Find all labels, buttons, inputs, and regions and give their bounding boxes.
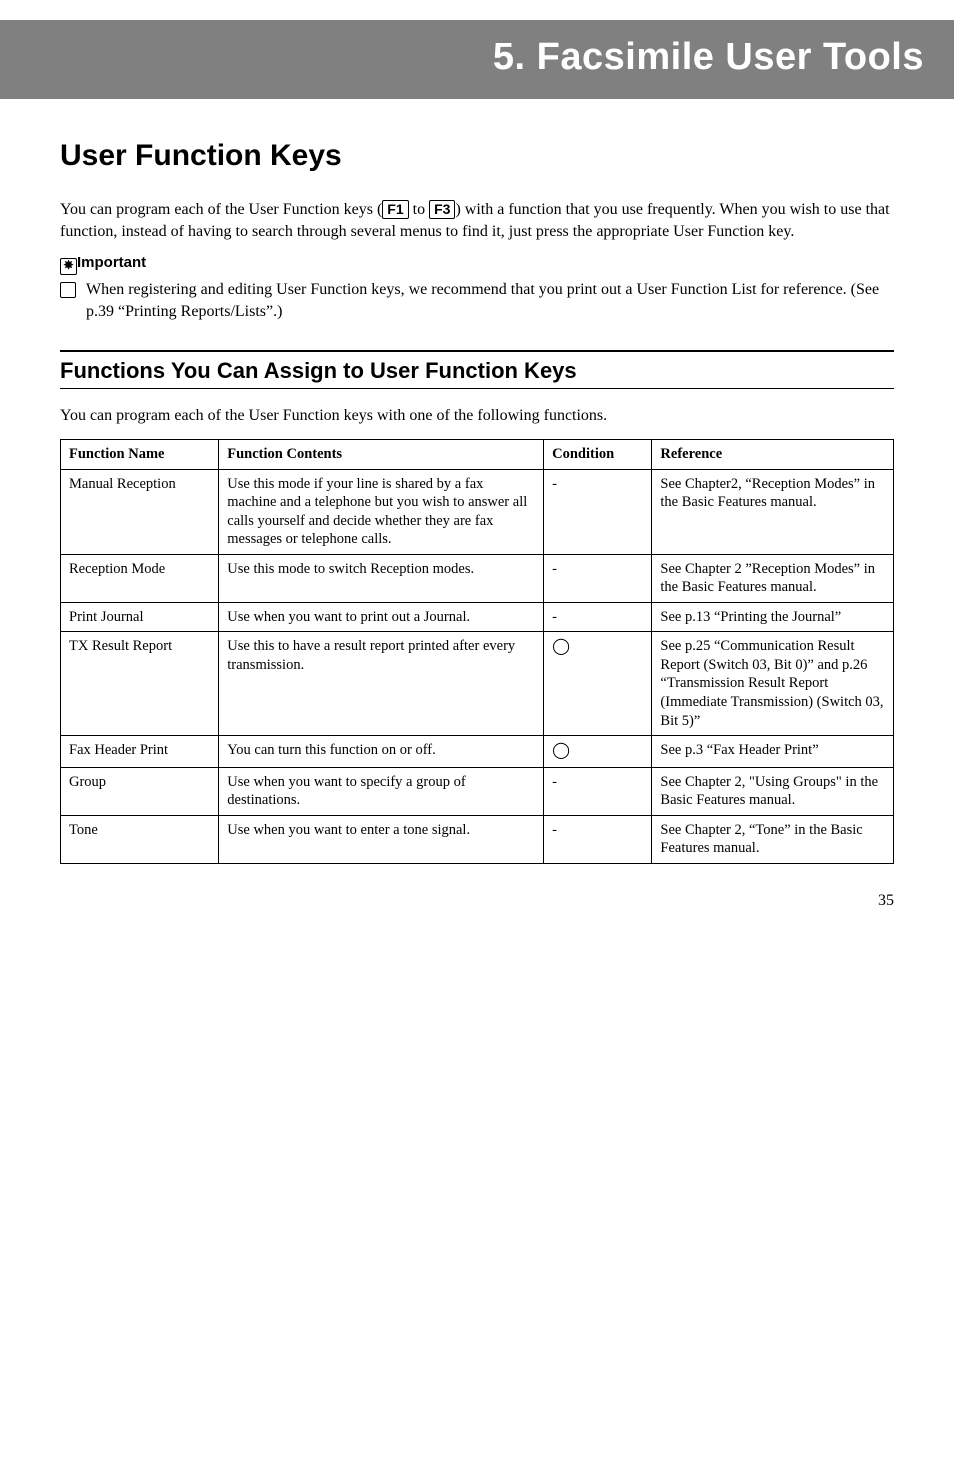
intro-text-1: You can program each of the User Functio… <box>60 201 382 218</box>
cell-reference: See Chapter 2, “Tone” in the Basic Featu… <box>652 815 894 863</box>
cell-reference: See Chapter 2 ”Reception Modes” in the B… <box>652 554 894 602</box>
important-icon: ✸ <box>60 258 77 275</box>
cell-reference: See p.25 “Communication Result Report (S… <box>652 632 894 736</box>
table-header-row: Function Name Function Contents Conditio… <box>61 439 894 469</box>
intro-text-mid: to <box>409 201 429 218</box>
cell-function-contents: Use this to have a result report printed… <box>219 632 544 736</box>
important-block: ✸Important When registering and editing … <box>60 254 894 322</box>
important-heading: ✸Important <box>60 254 894 275</box>
cell-reference: See p.3 “Fax Header Print” <box>652 736 894 767</box>
col-header-reference: Reference <box>652 439 894 469</box>
cell-function-contents: Use this mode if your line is shared by … <box>219 469 544 554</box>
cell-reference: See Chapter 2, "Using Groups" in the Bas… <box>652 767 894 815</box>
table-row: Manual ReceptionUse this mode if your li… <box>61 469 894 554</box>
col-header-contents: Function Contents <box>219 439 544 469</box>
cell-condition: - <box>544 602 652 632</box>
cell-condition: ◯ <box>544 632 652 736</box>
subsection-lead: You can program each of the User Functio… <box>60 405 894 427</box>
cell-function-name: Fax Header Print <box>61 736 219 767</box>
cell-function-name: Print Journal <box>61 602 219 632</box>
key-f1: F1 <box>382 200 408 219</box>
subsection-rule-top <box>60 350 894 352</box>
subsection-rule-bottom <box>60 388 894 389</box>
cell-function-contents: Use when you want to specify a group of … <box>219 767 544 815</box>
cell-condition: - <box>544 554 652 602</box>
cell-function-contents: Use when you want to enter a tone signal… <box>219 815 544 863</box>
key-f3: F3 <box>429 200 455 219</box>
cell-function-name: Manual Reception <box>61 469 219 554</box>
page-number: 35 <box>60 892 894 910</box>
table-row: Reception ModeUse this mode to switch Re… <box>61 554 894 602</box>
bullet-marker-icon <box>60 282 76 298</box>
cell-function-name: Tone <box>61 815 219 863</box>
cell-condition: ◯ <box>544 736 652 767</box>
intro-paragraph: You can program each of the User Functio… <box>60 199 894 242</box>
cell-function-contents: You can turn this function on or off. <box>219 736 544 767</box>
col-header-condition: Condition <box>544 439 652 469</box>
cell-condition: - <box>544 815 652 863</box>
col-header-name: Function Name <box>61 439 219 469</box>
cell-function-contents: Use when you want to print out a Journal… <box>219 602 544 632</box>
important-text: When registering and editing User Functi… <box>86 279 894 322</box>
table-row: TX Result ReportUse this to have a resul… <box>61 632 894 736</box>
circle-icon: ◯ <box>552 742 570 759</box>
table-row: Fax Header PrintYou can turn this functi… <box>61 736 894 767</box>
cell-reference: See p.13 “Printing the Journal” <box>652 602 894 632</box>
subsection-title: Functions You Can Assign to User Functio… <box>60 358 894 384</box>
cell-function-name: Reception Mode <box>61 554 219 602</box>
circle-icon: ◯ <box>552 638 570 655</box>
table-row: GroupUse when you want to specify a grou… <box>61 767 894 815</box>
table-row: Print JournalUse when you want to print … <box>61 602 894 632</box>
chapter-title: 5. Facsimile User Tools <box>493 36 924 78</box>
cell-function-name: Group <box>61 767 219 815</box>
important-label: Important <box>77 254 146 271</box>
cell-function-contents: Use this mode to switch Reception modes. <box>219 554 544 602</box>
section-title: User Function Keys <box>60 139 894 173</box>
table-row: ToneUse when you want to enter a tone si… <box>61 815 894 863</box>
important-bullet: When registering and editing User Functi… <box>60 279 894 322</box>
cell-function-name: TX Result Report <box>61 632 219 736</box>
cell-reference: See Chapter2, “Reception Modes” in the B… <box>652 469 894 554</box>
chapter-banner: 5. Facsimile User Tools <box>0 20 954 99</box>
cell-condition: - <box>544 767 652 815</box>
cell-condition: - <box>544 469 652 554</box>
functions-table: Function Name Function Contents Conditio… <box>60 439 894 864</box>
